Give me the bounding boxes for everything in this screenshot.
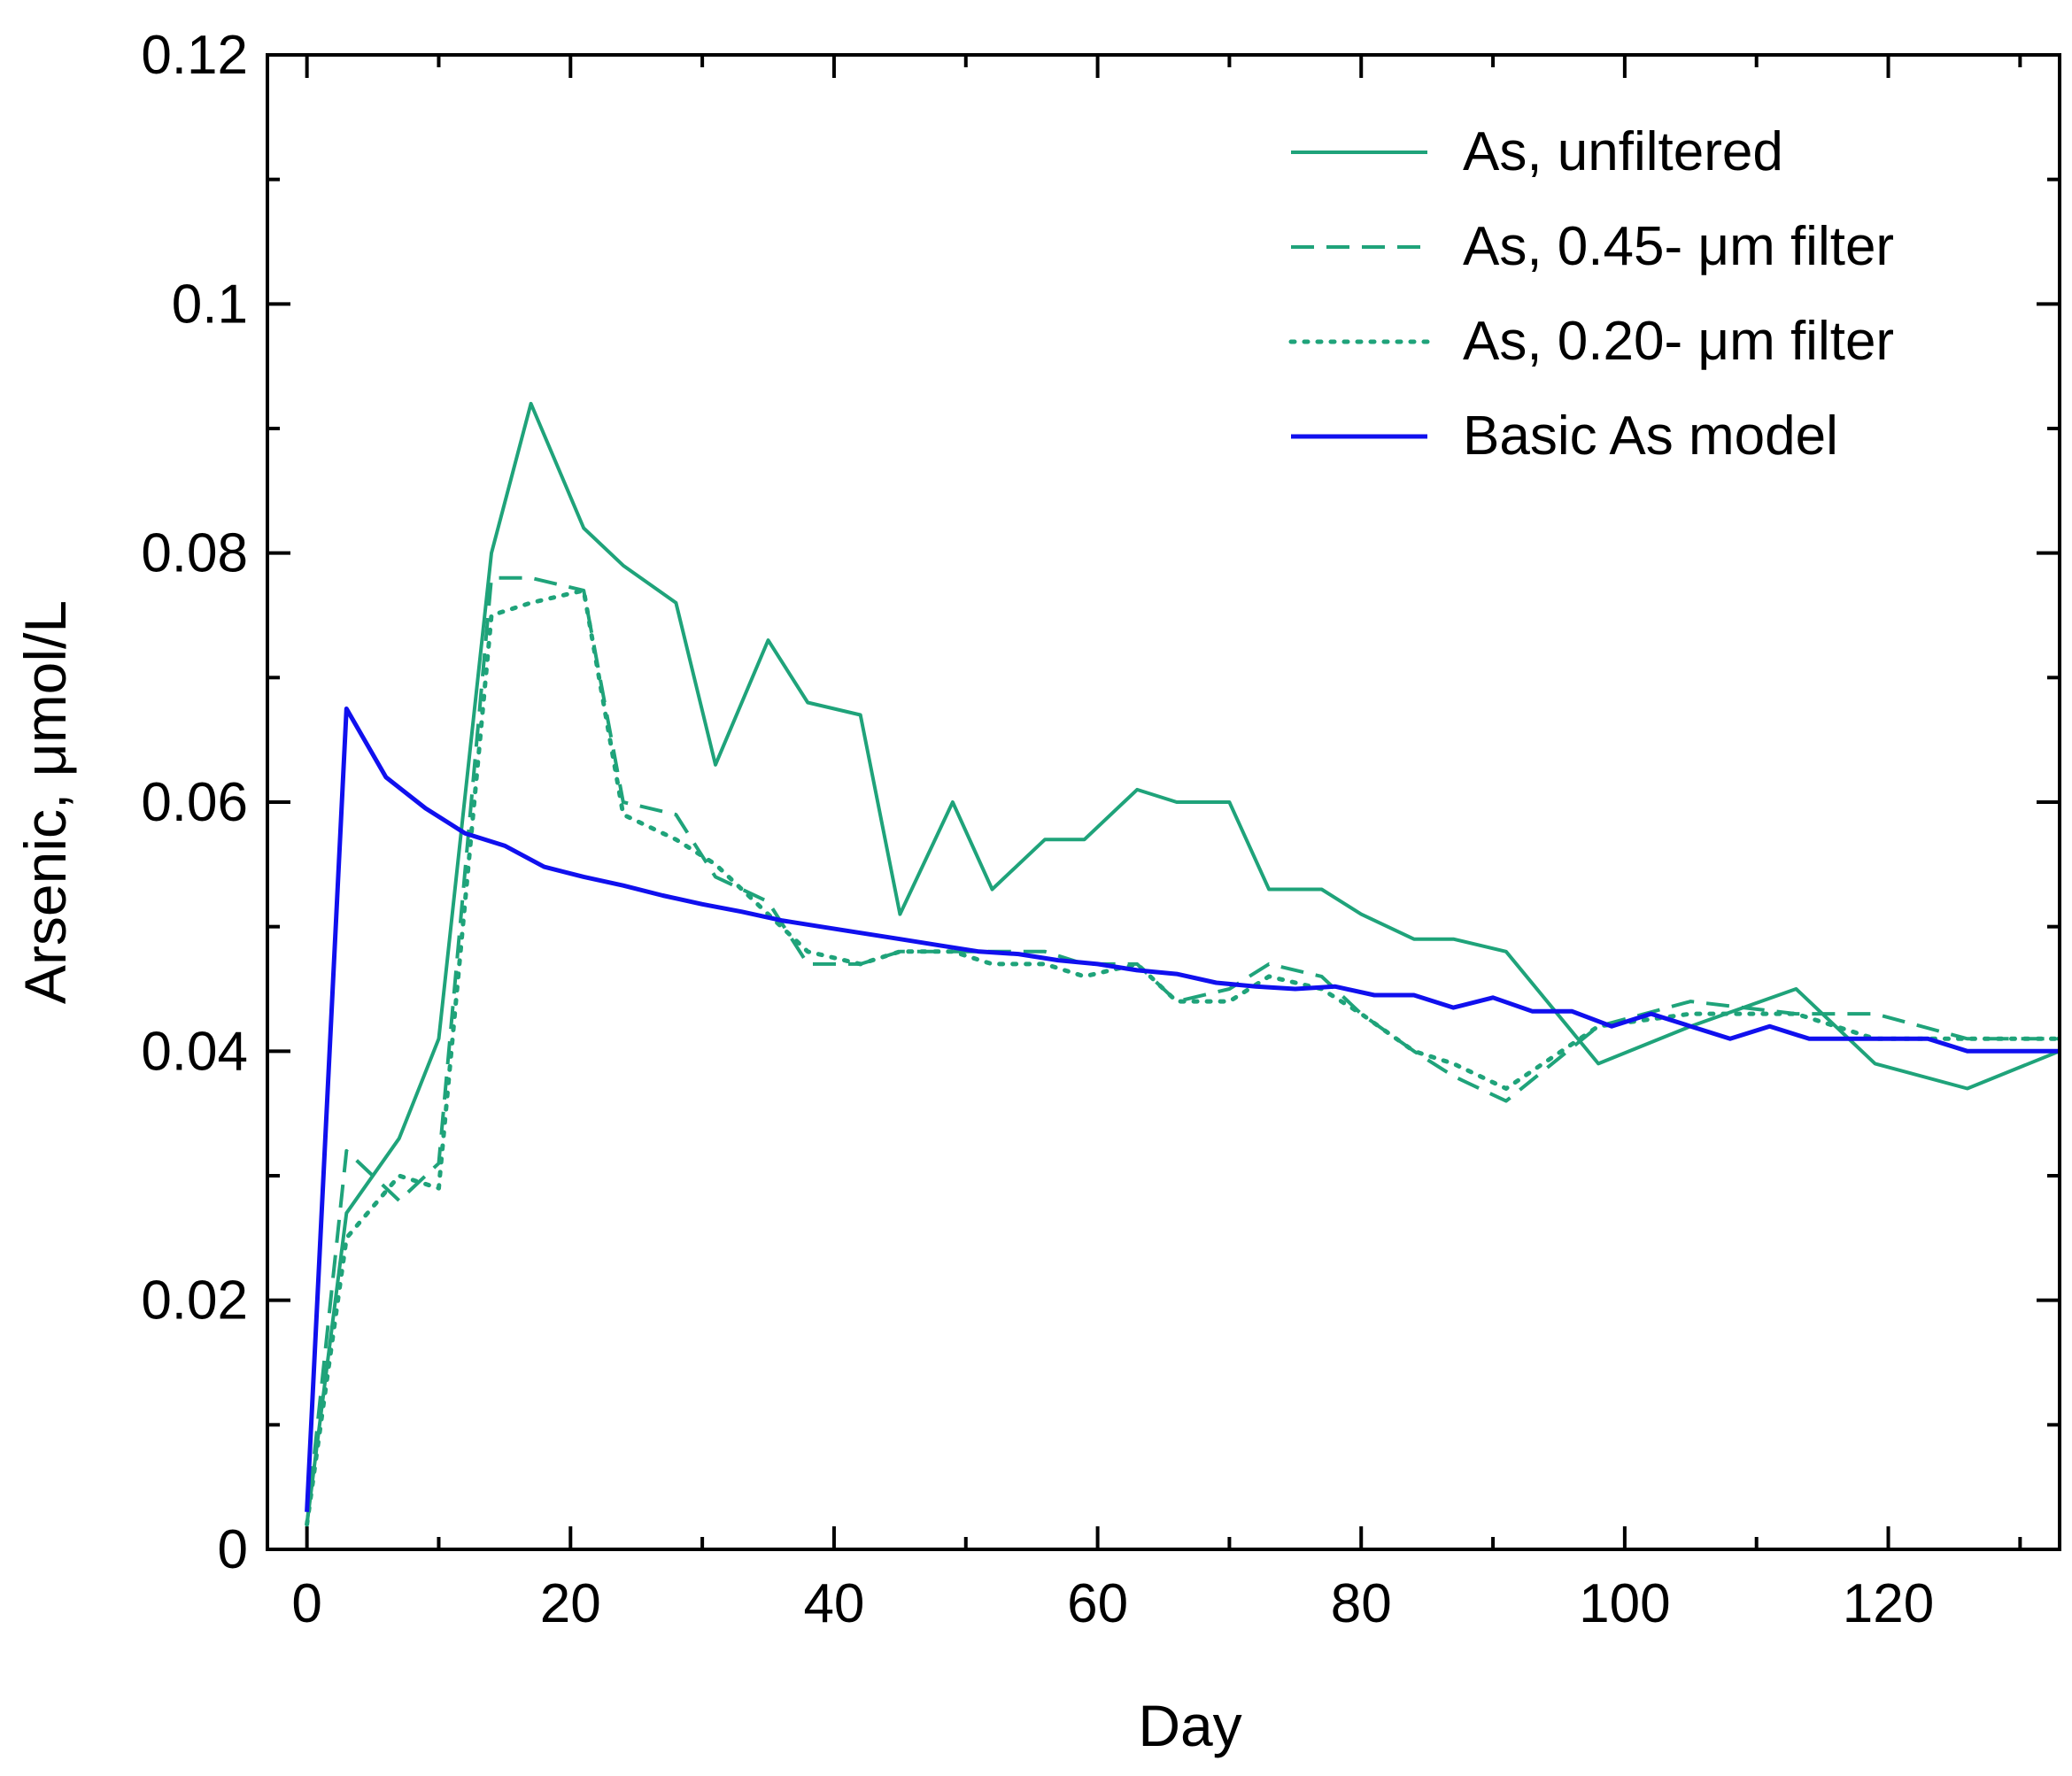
- x-tick-label: 60: [1067, 1573, 1128, 1634]
- series-line-3: [305, 588, 2062, 1527]
- series-line-4: [305, 707, 2060, 1512]
- series-line-2: [305, 575, 2060, 1525]
- x-tick-label: 80: [1331, 1573, 1392, 1634]
- series-line-1: [305, 401, 2060, 1525]
- ticks-layer: 0 20 40 60 80 100 120 0 0.02 0.04 0.06 0.08 0.1 0.12: [141, 25, 2060, 1634]
- y-tick-label: 0: [218, 1519, 248, 1580]
- x-tick-label: 100: [1579, 1573, 1670, 1634]
- plot-frame: [266, 53, 2061, 1551]
- y-tick-label: 0.06: [141, 772, 248, 833]
- x-tick-label: 20: [540, 1573, 601, 1634]
- series-layer: [305, 401, 2062, 1527]
- y-tick-label: 0.02: [141, 1270, 248, 1332]
- legend-label-4: Basic As model: [1463, 405, 1838, 467]
- y-tick-label: 0.12: [141, 25, 248, 86]
- x-tick-label: 120: [1843, 1573, 1934, 1634]
- y-tick-label: 0.04: [141, 1021, 248, 1082]
- x-axis-title: Day: [1138, 1693, 1241, 1758]
- y-tick-label: 0.08: [141, 523, 248, 584]
- x-tick-label: 40: [803, 1573, 864, 1634]
- legend-label-2: As, 0.45- μm filter: [1463, 216, 1894, 277]
- legend-label-1: As, unfiltered: [1463, 121, 1783, 182]
- legend: As, unfiltered As, 0.45- μm filter As, 0.2…: [1288, 121, 1894, 467]
- x-tick-label: 0: [291, 1573, 321, 1634]
- legend-label-3: As, 0.20- μm filter: [1463, 311, 1894, 372]
- y-tick-label: 0.1: [172, 274, 248, 335]
- y-axis-title: Arsenic, μmol/L: [12, 600, 78, 1004]
